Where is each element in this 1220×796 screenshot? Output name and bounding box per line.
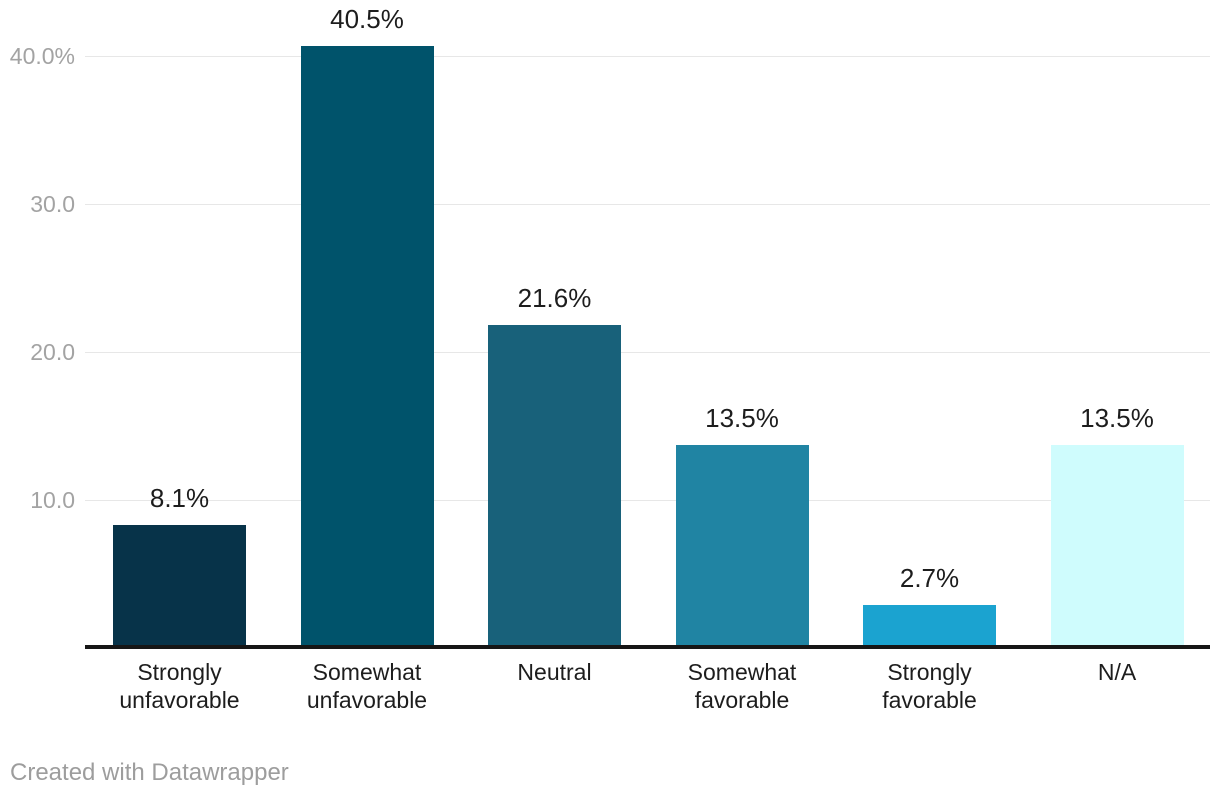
bar-value-label: 21.6%	[517, 283, 592, 314]
x-axis-tick-label: Somewhat favorable	[648, 658, 836, 714]
x-axis-tick-label: N/A	[1023, 658, 1211, 686]
bar-somewhat-unfavorable	[300, 45, 434, 645]
x-axis-tick-label: Strongly unfavorable	[86, 658, 274, 714]
x-axis-tick-label-line: favorable	[694, 687, 790, 713]
gridline	[85, 56, 1210, 57]
x-axis-tick-label-line: unfavorable	[119, 687, 240, 713]
x-axis-tick-label: Neutral	[461, 658, 649, 686]
bar-strongly-favorable	[863, 605, 996, 645]
y-axis-tick-label: 30.0	[30, 191, 75, 217]
x-axis-tick-label: Somewhat unfavorable	[273, 658, 461, 714]
x-axis-tick-label-line: Neutral	[517, 659, 592, 685]
x-axis-tick-label-line: favorable	[882, 687, 977, 713]
gridline	[85, 500, 1210, 501]
x-axis-tick-label-line: Strongly	[137, 659, 222, 685]
datawrapper-credit-link[interactable]: Created with Datawrapper	[10, 759, 289, 786]
bar-neutral	[488, 325, 621, 645]
x-axis-tick-label-line: Somewhat	[687, 659, 797, 685]
gridline	[85, 352, 1210, 353]
bar-value-label: 13.5%	[705, 403, 779, 434]
x-axis-tick-label-line: Strongly	[887, 659, 972, 685]
bar-value-label: 2.7%	[899, 563, 960, 594]
x-axis-tick-label-line: unfavorable	[306, 687, 428, 713]
x-axis-tick-label-line: Somewhat	[312, 659, 422, 685]
bar-strongly-unfavorable	[113, 525, 246, 645]
x-axis-tick-label: Strongly favorable	[836, 658, 1024, 714]
bar-n-a	[1050, 445, 1184, 645]
x-axis-line	[85, 645, 1210, 649]
bar-value-label: 13.5%	[1080, 403, 1154, 434]
x-axis-tick-label-line: N/A	[1097, 659, 1137, 685]
y-axis-tick-label: 40.0%	[9, 43, 75, 69]
gridline	[85, 204, 1210, 205]
bar-value-label: 40.5%	[330, 3, 404, 34]
y-axis-tick-label: 20.0	[30, 339, 75, 365]
bar-somewhat-favorable	[675, 445, 809, 645]
y-axis-tick-label: 10.0	[30, 487, 75, 513]
bar-value-label: 8.1%	[149, 483, 210, 514]
